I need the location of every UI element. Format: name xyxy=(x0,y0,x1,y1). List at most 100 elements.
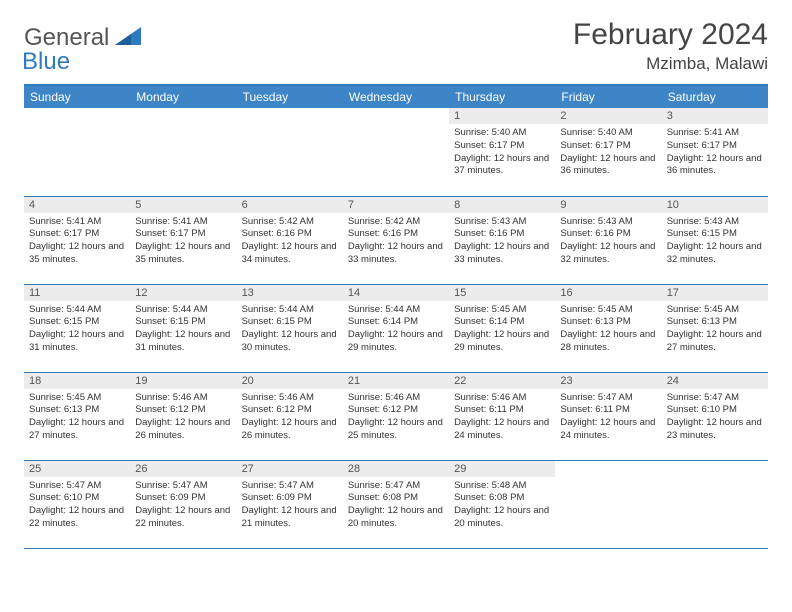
sunset-line: Sunset: 6:17 PM xyxy=(29,228,125,241)
calendar-cell: 23Sunrise: 5:47 AMSunset: 6:11 PMDayligh… xyxy=(555,372,661,460)
day-details: Sunrise: 5:41 AMSunset: 6:17 PMDaylight:… xyxy=(24,213,130,271)
calendar-cell: 22Sunrise: 5:46 AMSunset: 6:11 PMDayligh… xyxy=(449,372,555,460)
sunset-line: Sunset: 6:17 PM xyxy=(560,140,656,153)
day-details: Sunrise: 5:47 AMSunset: 6:10 PMDaylight:… xyxy=(662,389,768,447)
day-details: Sunrise: 5:47 AMSunset: 6:09 PMDaylight:… xyxy=(130,477,236,535)
day-number: 7 xyxy=(343,197,449,213)
calendar-cell: 11Sunrise: 5:44 AMSunset: 6:15 PMDayligh… xyxy=(24,284,130,372)
day-details: Sunrise: 5:45 AMSunset: 6:13 PMDaylight:… xyxy=(662,301,768,359)
sunrise-line: Sunrise: 5:46 AM xyxy=(242,392,338,405)
calendar-cell: 2Sunrise: 5:40 AMSunset: 6:17 PMDaylight… xyxy=(555,108,661,196)
day-details: Sunrise: 5:45 AMSunset: 6:13 PMDaylight:… xyxy=(555,301,661,359)
sunset-line: Sunset: 6:15 PM xyxy=(29,316,125,329)
calendar-cell xyxy=(237,108,343,196)
day-number: 5 xyxy=(130,197,236,213)
calendar-cell: 27Sunrise: 5:47 AMSunset: 6:09 PMDayligh… xyxy=(237,460,343,548)
daylight-line: Daylight: 12 hours and 37 minutes. xyxy=(454,153,550,179)
calendar-cell: 18Sunrise: 5:45 AMSunset: 6:13 PMDayligh… xyxy=(24,372,130,460)
month-title: February 2024 xyxy=(573,18,768,52)
sunrise-line: Sunrise: 5:43 AM xyxy=(560,216,656,229)
sunset-line: Sunset: 6:15 PM xyxy=(667,228,763,241)
sunset-line: Sunset: 6:16 PM xyxy=(560,228,656,241)
calendar-cell: 26Sunrise: 5:47 AMSunset: 6:09 PMDayligh… xyxy=(130,460,236,548)
day-details: Sunrise: 5:46 AMSunset: 6:12 PMDaylight:… xyxy=(237,389,343,447)
daylight-line: Daylight: 12 hours and 34 minutes. xyxy=(242,241,338,267)
daylight-line: Daylight: 12 hours and 33 minutes. xyxy=(348,241,444,267)
day-number: 6 xyxy=(237,197,343,213)
daylight-line: Daylight: 12 hours and 35 minutes. xyxy=(29,241,125,267)
day-number: 14 xyxy=(343,285,449,301)
calendar-cell: 19Sunrise: 5:46 AMSunset: 6:12 PMDayligh… xyxy=(130,372,236,460)
logo-text-blue: Blue xyxy=(22,48,70,75)
sunset-line: Sunset: 6:10 PM xyxy=(29,492,125,505)
daylight-line: Daylight: 12 hours and 23 minutes. xyxy=(667,417,763,443)
daylight-line: Daylight: 12 hours and 32 minutes. xyxy=(667,241,763,267)
page-header: General February 2024 Mzimba, Malawi xyxy=(24,18,768,74)
sunrise-line: Sunrise: 5:46 AM xyxy=(348,392,444,405)
sunrise-line: Sunrise: 5:46 AM xyxy=(454,392,550,405)
day-number: 23 xyxy=(555,373,661,389)
sunrise-line: Sunrise: 5:40 AM xyxy=(560,127,656,140)
sunset-line: Sunset: 6:17 PM xyxy=(667,140,763,153)
day-number: 26 xyxy=(130,461,236,477)
calendar-cell: 13Sunrise: 5:44 AMSunset: 6:15 PMDayligh… xyxy=(237,284,343,372)
day-number: 2 xyxy=(555,108,661,124)
day-details: Sunrise: 5:46 AMSunset: 6:12 PMDaylight:… xyxy=(343,389,449,447)
sunset-line: Sunset: 6:13 PM xyxy=(560,316,656,329)
daylight-line: Daylight: 12 hours and 26 minutes. xyxy=(242,417,338,443)
calendar-cell: 1Sunrise: 5:40 AMSunset: 6:17 PMDaylight… xyxy=(449,108,555,196)
calendar-cell: 17Sunrise: 5:45 AMSunset: 6:13 PMDayligh… xyxy=(662,284,768,372)
day-details: Sunrise: 5:46 AMSunset: 6:12 PMDaylight:… xyxy=(130,389,236,447)
day-number: 29 xyxy=(449,461,555,477)
day-number: 19 xyxy=(130,373,236,389)
daylight-line: Daylight: 12 hours and 27 minutes. xyxy=(29,417,125,443)
calendar-cell xyxy=(343,108,449,196)
day-number: 10 xyxy=(662,197,768,213)
day-details: Sunrise: 5:42 AMSunset: 6:16 PMDaylight:… xyxy=(237,213,343,271)
daylight-line: Daylight: 12 hours and 20 minutes. xyxy=(454,505,550,531)
calendar-cell: 24Sunrise: 5:47 AMSunset: 6:10 PMDayligh… xyxy=(662,372,768,460)
sunset-line: Sunset: 6:15 PM xyxy=(135,316,231,329)
day-details: Sunrise: 5:44 AMSunset: 6:15 PMDaylight:… xyxy=(24,301,130,359)
day-details: Sunrise: 5:47 AMSunset: 6:10 PMDaylight:… xyxy=(24,477,130,535)
sunset-line: Sunset: 6:09 PM xyxy=(135,492,231,505)
calendar-cell xyxy=(24,108,130,196)
day-details: Sunrise: 5:40 AMSunset: 6:17 PMDaylight:… xyxy=(449,124,555,182)
daylight-line: Daylight: 12 hours and 29 minutes. xyxy=(454,329,550,355)
day-number: 20 xyxy=(237,373,343,389)
daylight-line: Daylight: 12 hours and 24 minutes. xyxy=(454,417,550,443)
weekday-header: Sunday xyxy=(24,86,130,108)
weekday-header: Tuesday xyxy=(237,86,343,108)
sunrise-line: Sunrise: 5:46 AM xyxy=(135,392,231,405)
weekday-header-row: Sunday Monday Tuesday Wednesday Thursday… xyxy=(24,86,768,108)
sunrise-line: Sunrise: 5:45 AM xyxy=(667,304,763,317)
calendar-cell: 21Sunrise: 5:46 AMSunset: 6:12 PMDayligh… xyxy=(343,372,449,460)
day-details: Sunrise: 5:42 AMSunset: 6:16 PMDaylight:… xyxy=(343,213,449,271)
day-details: Sunrise: 5:45 AMSunset: 6:13 PMDaylight:… xyxy=(24,389,130,447)
day-number: 22 xyxy=(449,373,555,389)
calendar-cell: 20Sunrise: 5:46 AMSunset: 6:12 PMDayligh… xyxy=(237,372,343,460)
sunset-line: Sunset: 6:10 PM xyxy=(667,404,763,417)
day-number: 11 xyxy=(24,285,130,301)
sunset-line: Sunset: 6:12 PM xyxy=(135,404,231,417)
calendar-week-row: 1Sunrise: 5:40 AMSunset: 6:17 PMDaylight… xyxy=(24,108,768,196)
sunrise-line: Sunrise: 5:45 AM xyxy=(29,392,125,405)
daylight-line: Daylight: 12 hours and 36 minutes. xyxy=(667,153,763,179)
sunrise-line: Sunrise: 5:44 AM xyxy=(29,304,125,317)
calendar-cell: 9Sunrise: 5:43 AMSunset: 6:16 PMDaylight… xyxy=(555,196,661,284)
sunrise-line: Sunrise: 5:41 AM xyxy=(29,216,125,229)
day-number: 8 xyxy=(449,197,555,213)
sunset-line: Sunset: 6:16 PM xyxy=(242,228,338,241)
day-details: Sunrise: 5:41 AMSunset: 6:17 PMDaylight:… xyxy=(662,124,768,182)
day-number: 17 xyxy=(662,285,768,301)
daylight-line: Daylight: 12 hours and 20 minutes. xyxy=(348,505,444,531)
weekday-header: Monday xyxy=(130,86,236,108)
sunset-line: Sunset: 6:17 PM xyxy=(135,228,231,241)
daylight-line: Daylight: 12 hours and 28 minutes. xyxy=(560,329,656,355)
day-details: Sunrise: 5:46 AMSunset: 6:11 PMDaylight:… xyxy=(449,389,555,447)
day-details: Sunrise: 5:47 AMSunset: 6:09 PMDaylight:… xyxy=(237,477,343,535)
calendar-table: Sunday Monday Tuesday Wednesday Thursday… xyxy=(24,86,768,549)
sunrise-line: Sunrise: 5:47 AM xyxy=(29,480,125,493)
day-number: 28 xyxy=(343,461,449,477)
daylight-line: Daylight: 12 hours and 22 minutes. xyxy=(135,505,231,531)
